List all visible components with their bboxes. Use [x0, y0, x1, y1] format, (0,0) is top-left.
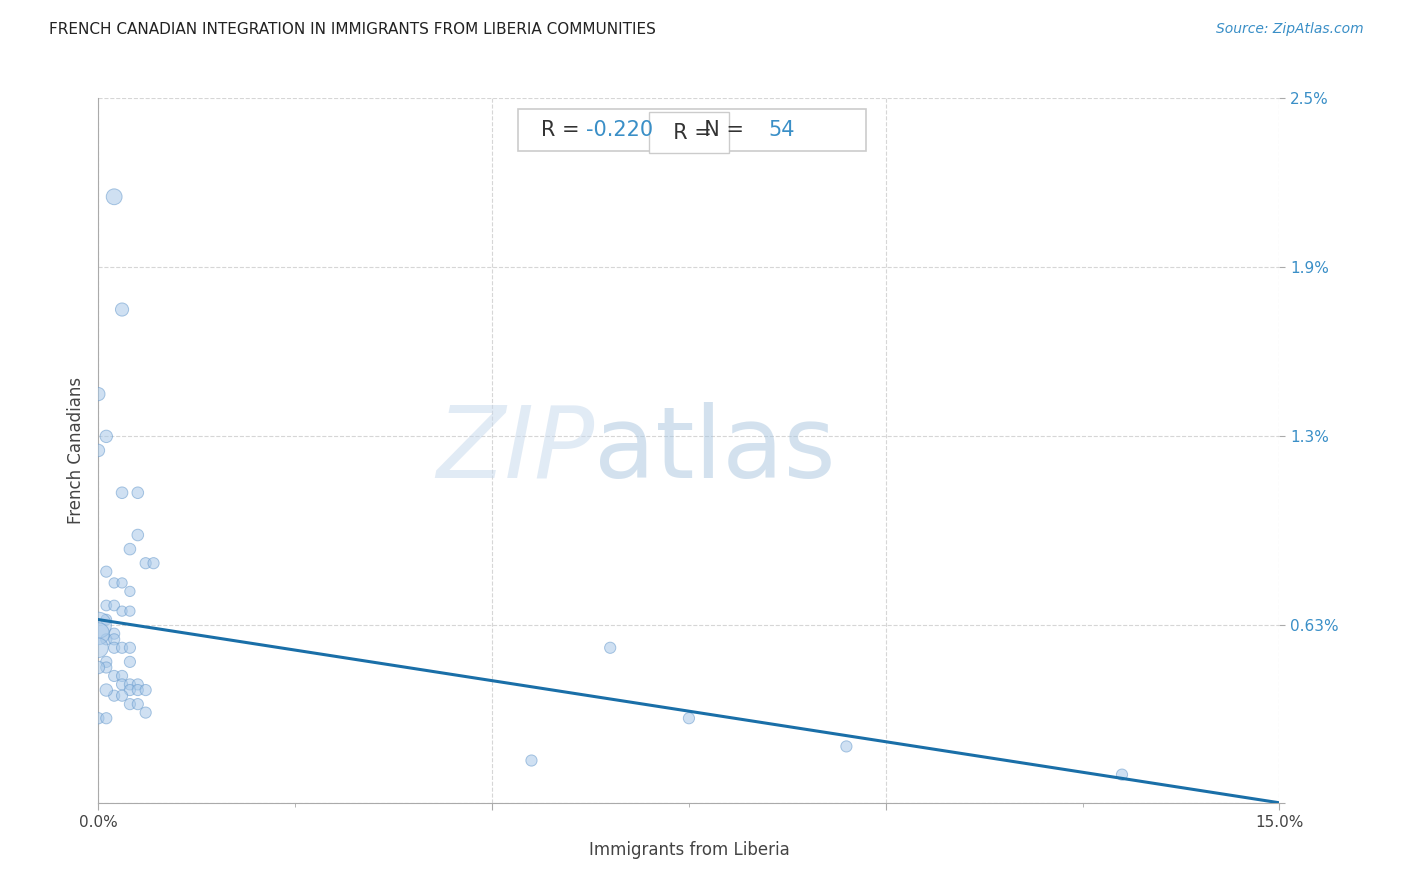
Text: 54: 54 — [768, 120, 794, 140]
Point — [127, 677, 149, 691]
Text: -0.220: -0.220 — [586, 120, 654, 140]
Point — [118, 697, 141, 711]
Text: N =: N = — [692, 120, 751, 140]
Y-axis label: French Canadians: French Canadians — [66, 377, 84, 524]
Point — [599, 640, 621, 655]
Text: R =: R = — [659, 123, 718, 143]
Text: atlas: atlas — [595, 402, 837, 499]
Point — [520, 754, 543, 768]
Point — [103, 640, 125, 655]
Point — [135, 683, 157, 698]
Point — [1111, 767, 1133, 781]
Point — [96, 683, 118, 698]
X-axis label: Immigrants from Liberia: Immigrants from Liberia — [589, 841, 789, 859]
Point — [118, 584, 141, 599]
Point — [118, 542, 141, 557]
Point — [103, 190, 125, 204]
Point — [127, 528, 149, 542]
Point — [135, 706, 157, 720]
Point — [111, 677, 134, 691]
Point — [111, 689, 134, 703]
FancyBboxPatch shape — [517, 109, 866, 151]
Text: R =: R = — [541, 120, 586, 140]
Point — [835, 739, 858, 754]
Point — [87, 660, 110, 674]
Point — [87, 640, 110, 655]
Point — [678, 711, 700, 725]
Point — [96, 599, 118, 613]
Point — [96, 632, 118, 647]
Point — [103, 669, 125, 683]
Point — [135, 556, 157, 570]
Point — [127, 683, 149, 698]
Text: ZIP: ZIP — [436, 402, 595, 499]
Point — [103, 576, 125, 591]
Point — [87, 618, 110, 632]
Point — [96, 655, 118, 669]
Point — [118, 604, 141, 618]
Point — [118, 640, 141, 655]
Point — [96, 613, 118, 627]
Point — [87, 443, 110, 458]
Point — [118, 683, 141, 698]
Point — [142, 556, 165, 570]
Point — [118, 655, 141, 669]
Point — [111, 640, 134, 655]
Point — [111, 669, 134, 683]
Text: Source: ZipAtlas.com: Source: ZipAtlas.com — [1216, 22, 1364, 37]
Point — [96, 565, 118, 579]
Point — [127, 485, 149, 500]
Point — [96, 711, 118, 725]
Point — [87, 626, 110, 640]
Point — [87, 711, 110, 725]
Point — [111, 604, 134, 618]
Point — [96, 660, 118, 674]
Point — [111, 302, 134, 317]
Point — [103, 599, 125, 613]
Point — [96, 429, 118, 443]
Point — [118, 677, 141, 691]
Point — [103, 626, 125, 640]
Point — [87, 387, 110, 401]
Text: FRENCH CANADIAN INTEGRATION IN IMMIGRANTS FROM LIBERIA COMMUNITIES: FRENCH CANADIAN INTEGRATION IN IMMIGRANT… — [49, 22, 657, 37]
Point — [127, 697, 149, 711]
Point — [103, 689, 125, 703]
Point — [103, 632, 125, 647]
Point — [111, 576, 134, 591]
Point — [111, 485, 134, 500]
